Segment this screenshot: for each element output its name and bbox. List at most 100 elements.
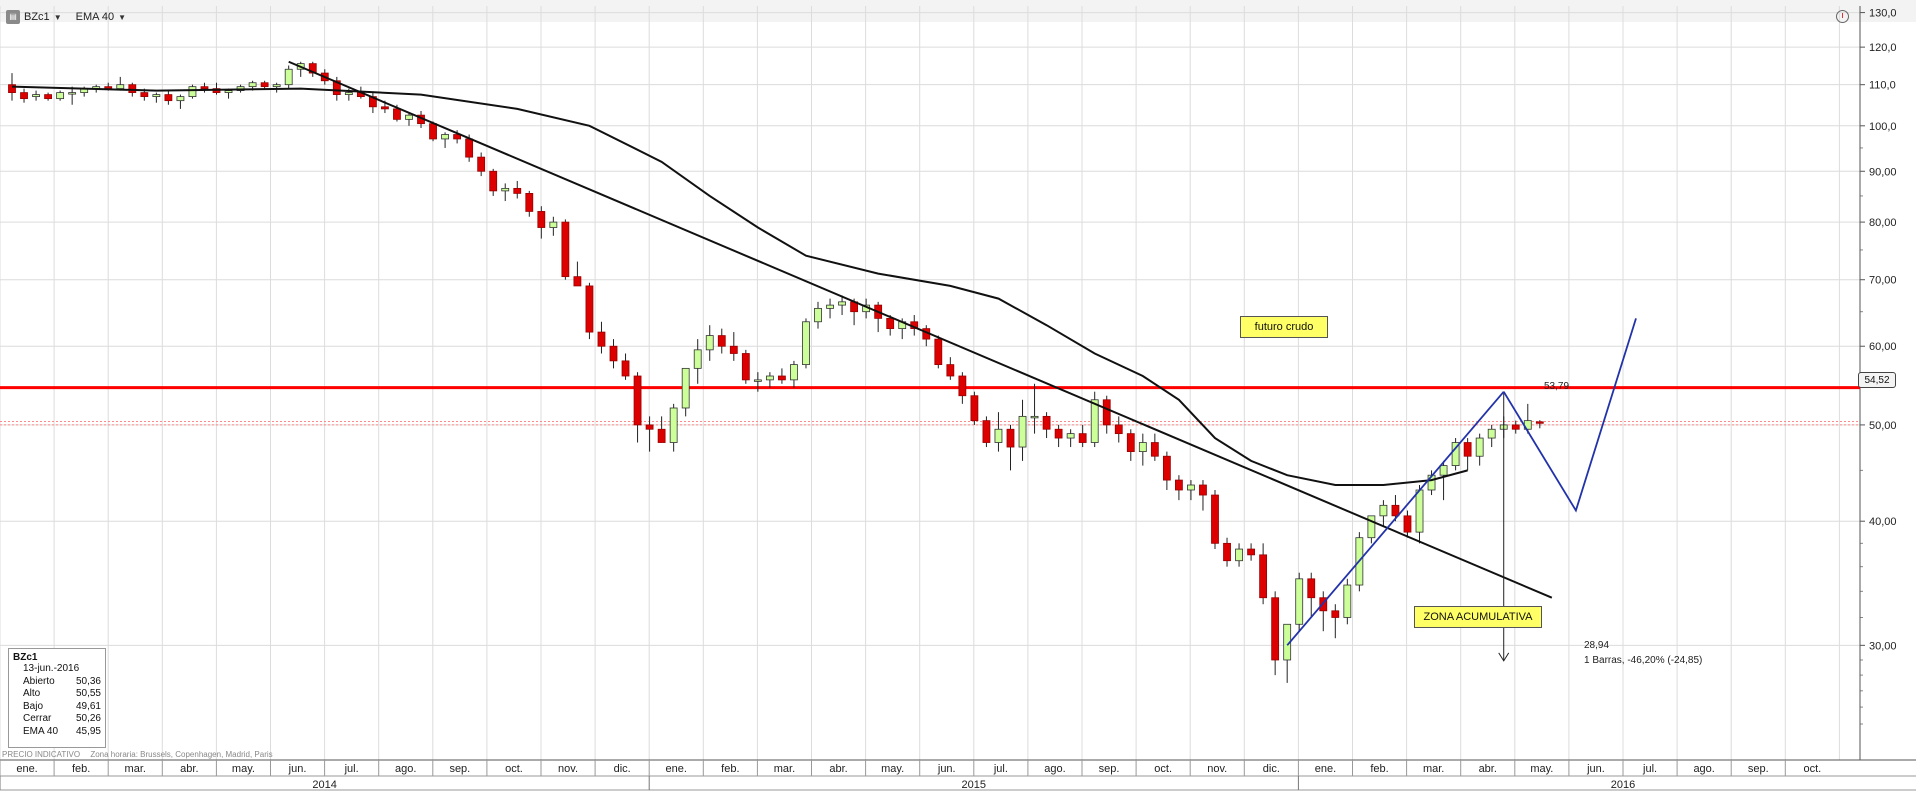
candle-up (681, 367, 690, 409)
candle-up (1439, 465, 1448, 476)
candle-down (1403, 515, 1412, 533)
candle-down (20, 92, 28, 100)
candle-down (1006, 428, 1015, 448)
annotation-futuro-crudo: futuro crudo (1240, 316, 1328, 338)
candle-down (585, 285, 594, 333)
symbol-selector[interactable]: ▤ BZc1 ▼ (6, 10, 62, 24)
x-month-label: nov. (558, 763, 578, 775)
indicator-selector[interactable]: EMA 40 ▼ (76, 11, 126, 23)
clock-icon[interactable] (1836, 10, 1849, 23)
y-tick-label: 90,00 (1869, 166, 1897, 178)
candle-up (826, 304, 834, 309)
x-month-label: abr. (180, 763, 198, 775)
info-row-value: 45,95 (75, 725, 101, 737)
info-row: Cerrar 50,26 (13, 713, 101, 726)
candle-down (1247, 548, 1255, 556)
x-month-label: feb. (1370, 763, 1388, 775)
y-tick-label: 50,00 (1869, 420, 1897, 432)
candle-up (284, 68, 293, 86)
info-row-value: 50,26 (75, 713, 101, 724)
x-year-label: 2015 (962, 779, 986, 791)
candle-down (1463, 442, 1472, 457)
candle-down (332, 80, 341, 95)
x-month-label: may. (232, 763, 255, 775)
x-month-label: ago. (1044, 763, 1065, 775)
x-month-label: ago. (395, 763, 416, 775)
candle-down (609, 345, 618, 362)
candle-up (765, 375, 774, 381)
x-month-label: sep. (1748, 763, 1769, 775)
candle-down (970, 395, 979, 422)
info-row-value: 50,55 (75, 688, 101, 699)
candle-down (934, 338, 943, 366)
candle-up (1487, 428, 1496, 439)
candle-down (597, 331, 606, 347)
candle-down (561, 221, 570, 278)
x-month-label: feb. (72, 763, 90, 775)
candle-down (525, 193, 534, 212)
indicative-price-note: PRECIO INDICATIVO (2, 750, 81, 759)
y-tick-label: 110,0 (1869, 80, 1896, 92)
candle-down (489, 170, 498, 192)
x-month-label: sep. (449, 763, 470, 775)
candle-down (393, 108, 401, 120)
x-month-label: abr. (829, 763, 847, 775)
x-month-label: ene. (1315, 763, 1336, 775)
info-row-label: Bajo (23, 700, 44, 712)
info-row-value: 50,36 (75, 675, 101, 687)
candle-down (477, 156, 486, 172)
candle-up (1187, 484, 1195, 491)
candle-down (886, 317, 895, 330)
candle-up (1415, 489, 1424, 533)
y-tick-label: 60,00 (1869, 341, 1897, 353)
x-month-label: dic. (1263, 763, 1280, 775)
candle-down (429, 123, 437, 140)
candle-up (224, 90, 233, 93)
candle-down (1199, 484, 1207, 496)
candle-down (8, 84, 16, 93)
y-tick-label: 70,00 (1869, 275, 1897, 287)
y-tick-label: 130,0 (1869, 8, 1897, 20)
candle-up (669, 407, 678, 443)
x-month-label: abr. (1479, 763, 1497, 775)
chart-toolbar: ▤ BZc1 ▼ EMA 40 ▼ (6, 8, 126, 26)
candle-down (645, 424, 654, 430)
ema40-line (11, 85, 1468, 486)
candle-down (381, 106, 389, 110)
candle-up (705, 335, 714, 351)
x-month-label: ene. (16, 763, 37, 775)
candle-up (1295, 578, 1304, 625)
candle-down (1535, 421, 1544, 424)
x-month-label: jun. (1586, 763, 1605, 775)
ohlc-info-panel: BZc1 13-jun.-2016 Abierto 50,36 Alto 50,55… (8, 648, 106, 748)
x-month-label: ago. (1693, 763, 1714, 775)
x-year-label: 2014 (312, 779, 336, 791)
candle-down (1307, 578, 1316, 599)
candle-up (56, 92, 65, 100)
x-month-label: sep. (1099, 763, 1120, 775)
candle-down (621, 360, 630, 377)
candle-up (1030, 415, 1039, 419)
candle-down (537, 211, 546, 228)
candle-up (116, 84, 125, 90)
candle-down (1391, 504, 1400, 517)
x-year-label: 2016 (1611, 779, 1635, 791)
x-month-label: may. (881, 763, 904, 775)
info-date: 13-jun.-2016 (23, 663, 80, 674)
candle-down (1162, 455, 1171, 481)
candle-down (778, 375, 786, 381)
candle-up (549, 221, 558, 228)
last-price-badge: 54,52 (1858, 372, 1896, 388)
candle-down (140, 92, 149, 98)
bullish-trendline (1286, 391, 1505, 646)
candle-down (717, 335, 726, 347)
chevron-down-icon: ▼ (118, 12, 127, 22)
candle-up (838, 301, 846, 306)
candle-up (753, 379, 762, 382)
candle-down (1211, 494, 1219, 544)
x-month-label: oct. (1803, 763, 1821, 775)
candle-up (1235, 548, 1243, 562)
x-month-label: nov. (1207, 763, 1227, 775)
